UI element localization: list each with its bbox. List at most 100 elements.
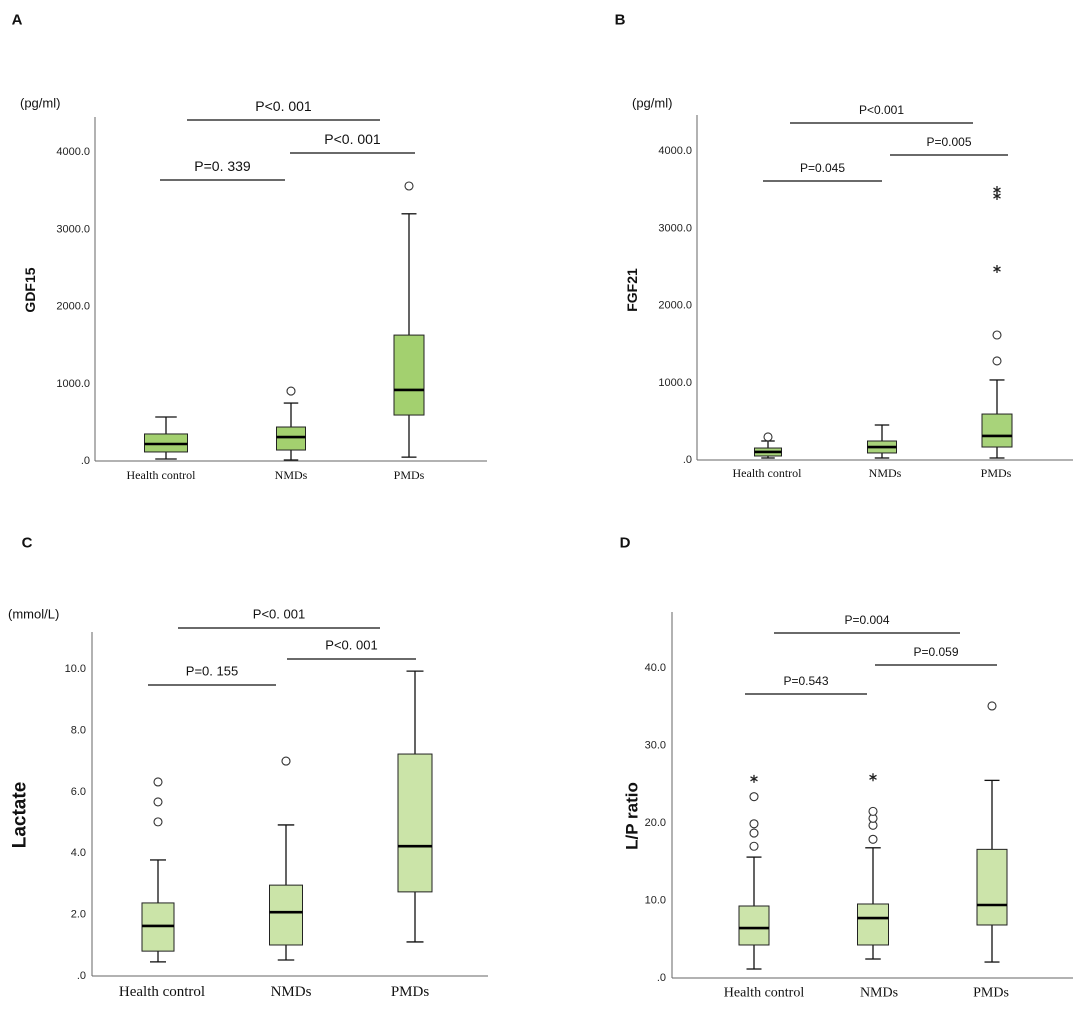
box-pmds (976, 701, 1008, 963)
outlier-marker (749, 792, 759, 802)
outlier-marker (286, 386, 296, 396)
y-axis-label: FGF21 (624, 268, 640, 312)
y-tick-label: 2.0 (71, 909, 86, 921)
p-value-label: P<0.001 (859, 103, 904, 117)
x-category-label: Health control (724, 986, 805, 1001)
box-iqr (738, 905, 770, 946)
p-value-label: P=0. 339 (194, 158, 251, 174)
y-tick-label: .0 (81, 455, 90, 467)
p-value-label: P=0.059 (913, 645, 958, 659)
box-iqr (981, 413, 1013, 448)
p-value-label: P<0. 001 (324, 131, 381, 147)
y-tick-label: .0 (657, 972, 666, 984)
y-tick-label: 4000.0 (56, 146, 90, 158)
significance-annotation: P<0. 001 (290, 131, 415, 154)
significance-annotation: P<0. 001 (187, 98, 380, 121)
p-value-label: P<0. 001 (255, 98, 312, 114)
box-iqr (393, 334, 425, 416)
y-tick-label: 3000.0 (56, 223, 90, 235)
outlier-marker (868, 806, 878, 816)
box-health-control (754, 432, 782, 459)
panel-d: D L/P ratio .0 10.0 20.0 30.0 40.0 Health contr… (620, 535, 1073, 1001)
x-category-label: NMDs (275, 468, 308, 482)
box-iqr (857, 903, 889, 946)
box-iqr (397, 753, 433, 893)
y-tick-label: 8.0 (71, 724, 86, 736)
significance-annotation: P<0.001 (790, 103, 973, 124)
box-pmds (393, 181, 425, 458)
y-tick-label: 1000.0 (56, 378, 90, 390)
significance-annotation: P<0. 001 (178, 607, 380, 629)
box-nmds (276, 386, 306, 461)
y-tick-label: 40.0 (645, 662, 666, 674)
box-health-control (738, 774, 770, 970)
box-health-control (144, 416, 188, 460)
outlier-marker (763, 432, 773, 442)
x-category-label: Health control (127, 468, 197, 482)
y-tick-label: 2000.0 (56, 301, 90, 313)
significance-annotation: P<0. 001 (287, 638, 416, 660)
y-tick-label: 4.0 (71, 847, 86, 859)
x-category-label: PMDs (394, 468, 425, 482)
outlier-marker (281, 756, 291, 766)
x-category-label: NMDs (271, 984, 312, 1000)
outlier-marker (749, 819, 759, 829)
significance-annotation: P=0.543 (745, 674, 867, 695)
significance-annotation: P=0. 155 (148, 664, 276, 686)
x-category-label: NMDs (869, 466, 902, 480)
unit-label: (pg/ml) (632, 96, 672, 111)
x-category-label: NMDs (860, 986, 898, 1001)
p-value-label: P<0. 001 (253, 607, 305, 622)
y-tick-label: 10.0 (65, 663, 86, 675)
p-value-label: P<0. 001 (325, 638, 377, 653)
unit-label: (pg/ml) (20, 96, 60, 111)
outlier-marker (153, 817, 163, 827)
outlier-marker (404, 181, 414, 191)
x-category-label: Health control (119, 984, 205, 1000)
y-tick-label: 2000.0 (658, 300, 692, 312)
y-tick-label: 1000.0 (658, 377, 692, 389)
y-tick-label: 10.0 (645, 895, 666, 907)
y-tick-label: .0 (683, 454, 692, 466)
significance-annotation: P=0.004 (774, 613, 960, 634)
y-tick-label: 6.0 (71, 786, 86, 798)
significance-annotation: P=0. 339 (160, 158, 285, 181)
y-tick-label: 3000.0 (658, 222, 692, 234)
outlier-marker (153, 777, 163, 787)
p-value-label: P=0.045 (800, 161, 845, 175)
significance-annotation: P=0.059 (875, 645, 997, 666)
panel-label: A (12, 12, 23, 29)
x-category-label: PMDs (981, 466, 1012, 480)
outlier-marker (868, 834, 878, 844)
y-axis-label: L/P ratio (623, 782, 642, 850)
outlier-marker (749, 841, 759, 851)
panel-c: C (mmol/L) Lactate .0 2.0 4.0 6.0 8.0 10.0 Health… (8, 535, 488, 1000)
box-pmds (981, 186, 1013, 459)
extreme-marker (869, 773, 877, 782)
y-tick-label: .0 (77, 970, 86, 982)
extreme-marker (993, 265, 1001, 274)
panel-label: B (615, 12, 626, 29)
y-tick-label: 30.0 (645, 740, 666, 752)
y-tick-label: 20.0 (645, 817, 666, 829)
p-value-label: P=0.543 (783, 674, 828, 688)
extreme-marker (993, 186, 1001, 195)
x-category-label: PMDs (391, 984, 430, 1000)
box-iqr (276, 426, 306, 451)
p-value-label: P=0.005 (926, 135, 971, 149)
p-value-label: P=0.004 (844, 613, 889, 627)
panel-b: B (pg/ml) FGF21 .0 1000.0 2000.0 3000.0 4000.0 H… (615, 12, 1073, 480)
panel-label: D (620, 535, 631, 552)
box-health-control (141, 777, 175, 963)
panel-a: A (pg/ml) GDF15 .0 1000.0 2000.0 3000.0 4000.0 H… (12, 12, 487, 482)
outlier-marker (153, 797, 163, 807)
y-axis-label: GDF15 (22, 267, 38, 312)
outlier-marker (749, 828, 759, 838)
box-nmds (867, 424, 897, 459)
unit-label: (mmol/L) (8, 607, 59, 622)
x-category-label: Health control (733, 466, 803, 480)
outlier-marker (992, 356, 1002, 366)
x-category-label: PMDs (973, 986, 1009, 1001)
y-axis-label: Lactate (10, 782, 31, 849)
